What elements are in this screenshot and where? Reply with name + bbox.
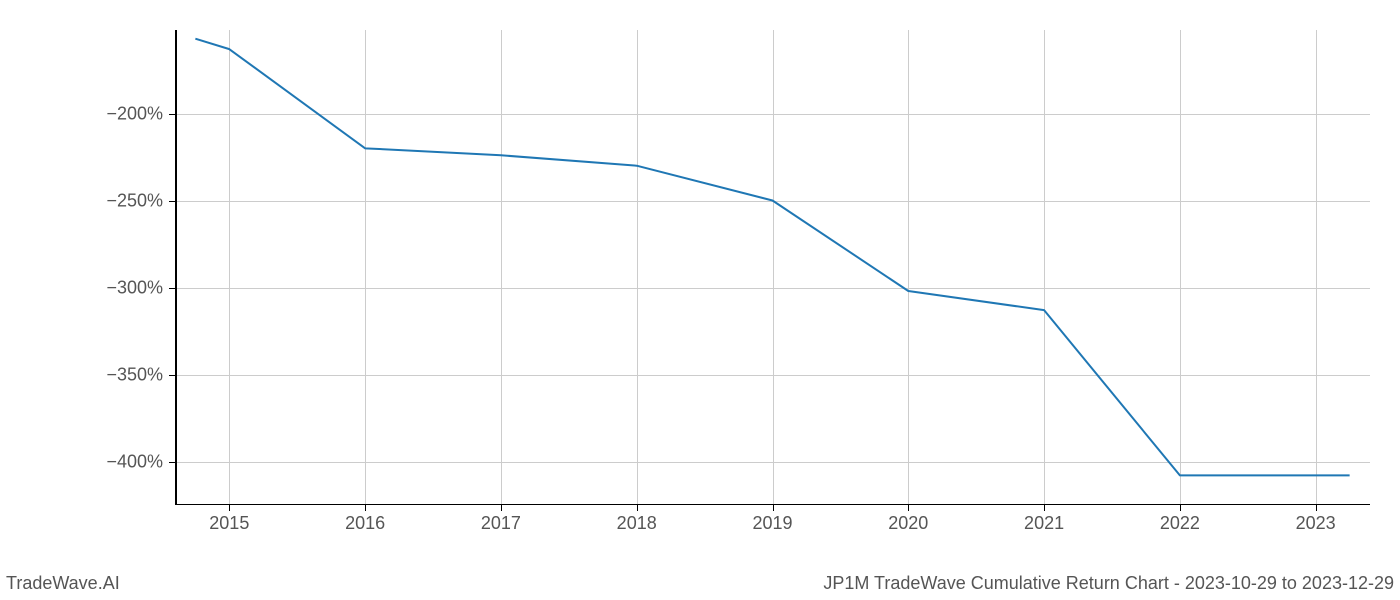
x-tick-label: 2020 <box>888 513 928 534</box>
x-tick-mark <box>1180 505 1181 511</box>
x-tick-mark <box>1316 505 1317 511</box>
x-tick-label: 2015 <box>209 513 249 534</box>
y-tick-label: −300% <box>106 277 163 298</box>
x-tick-mark <box>637 505 638 511</box>
x-tick-mark <box>229 505 230 511</box>
x-tick-label: 2023 <box>1296 513 1336 534</box>
x-tick-label: 2018 <box>617 513 657 534</box>
x-tick-mark <box>773 505 774 511</box>
y-axis-spine <box>175 30 177 505</box>
plot-area <box>175 30 1370 505</box>
series-line <box>195 39 1349 476</box>
y-tick-label: −400% <box>106 451 163 472</box>
x-tick-mark <box>365 505 366 511</box>
x-tick-mark <box>501 505 502 511</box>
y-tick-mark <box>169 462 175 463</box>
x-tick-label: 2021 <box>1024 513 1064 534</box>
chart-container: 2015 2016 2017 2018 2019 2020 2021 2022 2023 −200… <box>0 0 1400 600</box>
line-series <box>175 30 1370 505</box>
x-tick-mark <box>1044 505 1045 511</box>
y-tick-mark <box>169 288 175 289</box>
footer-right-text: JP1M TradeWave Cumulative Return Chart -… <box>823 573 1394 594</box>
x-tick-label: 2016 <box>345 513 385 534</box>
x-tick-label: 2017 <box>481 513 521 534</box>
y-tick-label: −200% <box>106 103 163 124</box>
x-tick-label: 2019 <box>752 513 792 534</box>
footer-left-text: TradeWave.AI <box>6 573 120 594</box>
x-tick-mark <box>908 505 909 511</box>
y-tick-label: −350% <box>106 364 163 385</box>
y-tick-mark <box>169 114 175 115</box>
y-tick-mark <box>169 375 175 376</box>
x-tick-label: 2022 <box>1160 513 1200 534</box>
y-tick-label: −250% <box>106 190 163 211</box>
y-tick-mark <box>169 201 175 202</box>
